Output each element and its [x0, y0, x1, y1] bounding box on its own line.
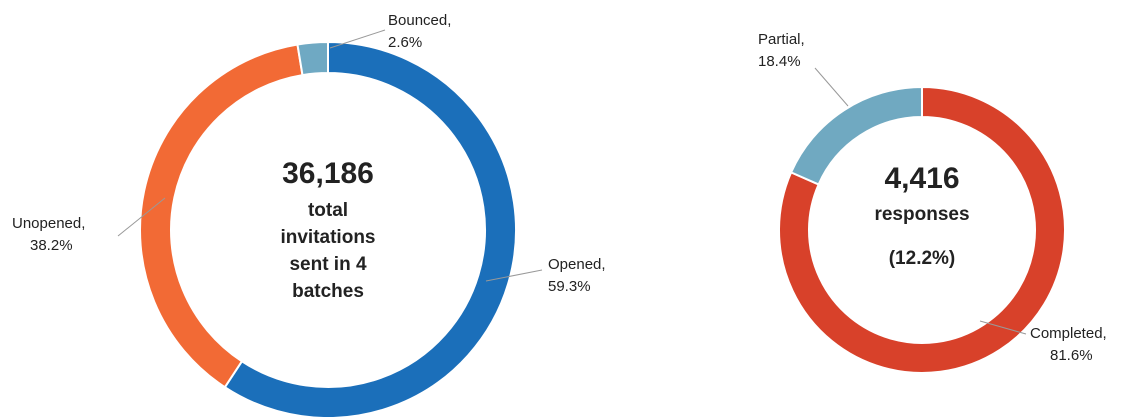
slice-value-label: 81.6%	[1050, 347, 1093, 364]
donut-slice	[296, 40, 329, 77]
donut-slice	[777, 85, 1066, 374]
center-text: sent in 4	[289, 254, 367, 275]
donut-slice	[789, 85, 923, 186]
slice-value-label: 59.3%	[548, 278, 591, 295]
leader-line	[814, 67, 849, 107]
center-text: batches	[292, 281, 364, 302]
donut-slice	[223, 40, 517, 417]
slice-label: Unopened,	[12, 215, 85, 232]
center-text: responses	[874, 204, 969, 225]
leader-line	[329, 29, 386, 49]
donut-slice	[139, 43, 304, 389]
slice-label: Opened,	[548, 256, 606, 273]
leader-line	[979, 320, 1027, 335]
leader-line	[485, 269, 543, 282]
slice-value-label: 18.4%	[758, 53, 801, 70]
center-text: 36,186	[282, 157, 374, 190]
slice-value-label: 2.6%	[388, 34, 422, 51]
slice-label: Bounced,	[388, 12, 451, 29]
slice-value-label: 38.2%	[30, 237, 73, 254]
leader-line	[117, 197, 166, 237]
center-text: (12.2%)	[889, 248, 956, 269]
center-text: 4,416	[884, 162, 959, 195]
center-text: invitations	[280, 227, 375, 248]
center-text: total	[308, 200, 348, 221]
slice-label: Completed,	[1030, 325, 1107, 342]
slice-label: Partial,	[758, 31, 805, 48]
